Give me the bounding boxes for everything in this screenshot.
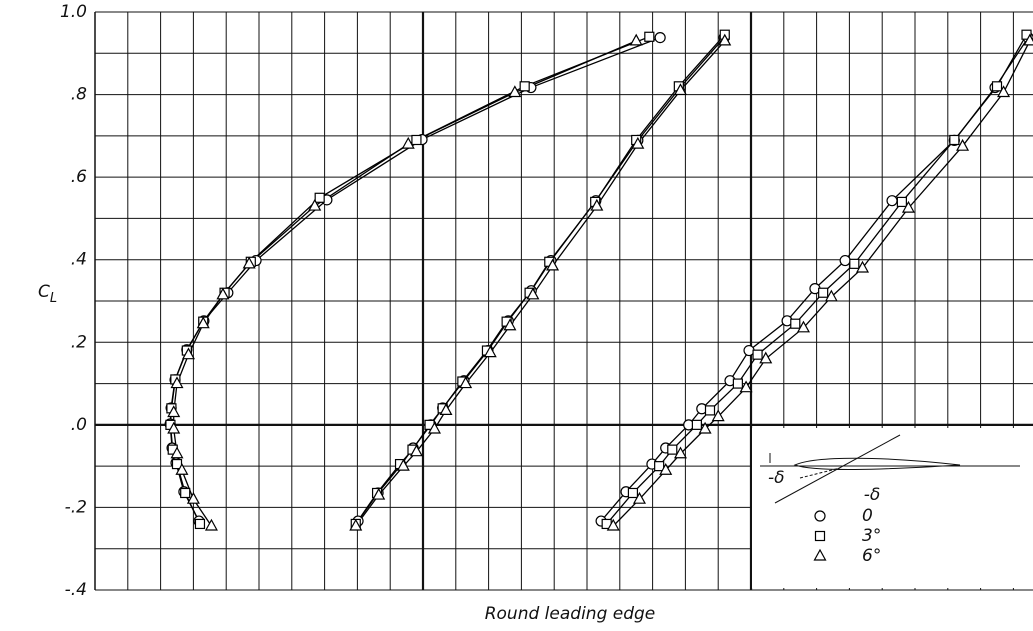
marker [667,444,678,455]
marker [790,318,801,329]
y-tick-label: .0 [71,415,87,435]
marker [659,463,673,475]
marker [739,380,753,393]
marker [204,518,218,531]
marker [170,376,184,389]
marker [896,196,907,208]
marker [654,461,665,472]
marker [654,31,666,44]
marker [627,487,639,499]
marker [732,378,743,389]
inset-airfoil [760,434,1020,504]
marker [349,518,363,531]
marker [590,198,604,211]
marker [181,347,195,360]
marker [759,351,773,364]
curves [164,29,1033,531]
legend-label: 0 [862,506,873,526]
marker [956,138,970,151]
y-tick-label: .2 [71,332,87,352]
marker [813,548,827,561]
marker [242,256,256,269]
marker [704,405,716,416]
marker [991,81,1003,92]
marker [483,345,497,358]
legend-label: 3° [862,526,881,546]
marker [180,487,191,499]
marker [427,421,441,434]
y-axis-label-sub: L [50,291,57,306]
marker [308,198,322,211]
marker [459,376,473,389]
marker [901,200,915,213]
marker [170,446,184,459]
marker [194,518,206,530]
marker [409,444,423,457]
marker [824,289,838,302]
marker [503,318,517,331]
y-axis-label-base: C [38,282,50,302]
legend-box [752,428,1033,588]
marker [711,409,725,422]
marker [644,31,655,42]
marker [673,83,687,96]
marker [606,518,620,531]
x-axis-label: Round leading edge [485,604,656,624]
marker [631,136,645,149]
marker [396,458,410,471]
y-tick-label: .4 [71,250,87,270]
marker [167,405,181,418]
y-tick-label: 1.0 [60,2,87,22]
marker [1021,29,1032,40]
marker [673,446,687,459]
marker [818,287,829,298]
marker [546,258,560,271]
legend-label: 6° [862,546,881,566]
marker [814,510,826,522]
marker [167,421,181,434]
y-axis-label: CL [38,282,57,306]
marker [849,258,860,269]
y-tick-label: -.2 [65,497,87,517]
marker [856,260,870,273]
legend: 03°6° [813,506,881,566]
marker [752,349,763,360]
marker [886,195,898,207]
y-tick-label: -.4 [65,580,87,600]
marker [372,487,386,500]
marker [691,419,702,430]
marker [508,85,522,98]
marker [519,81,530,92]
marker [186,491,200,504]
legend-title: -δ [864,485,881,505]
marker [796,320,810,333]
marker [196,316,210,329]
marker [175,463,189,475]
marker [718,33,732,46]
marker [997,85,1011,98]
marker [439,403,453,416]
marker [814,530,826,542]
marker [401,136,415,149]
marker [839,254,851,267]
marker [526,287,540,300]
marker [949,134,960,146]
marker [698,421,712,434]
curve [173,40,637,527]
y-tick-label: .6 [71,167,87,187]
y-tick-label: .8 [71,85,87,105]
marker [314,192,325,203]
marker [629,33,643,46]
inset-label: -δ [768,468,785,488]
marker [216,287,230,300]
marker [632,491,646,504]
marker [411,134,422,146]
